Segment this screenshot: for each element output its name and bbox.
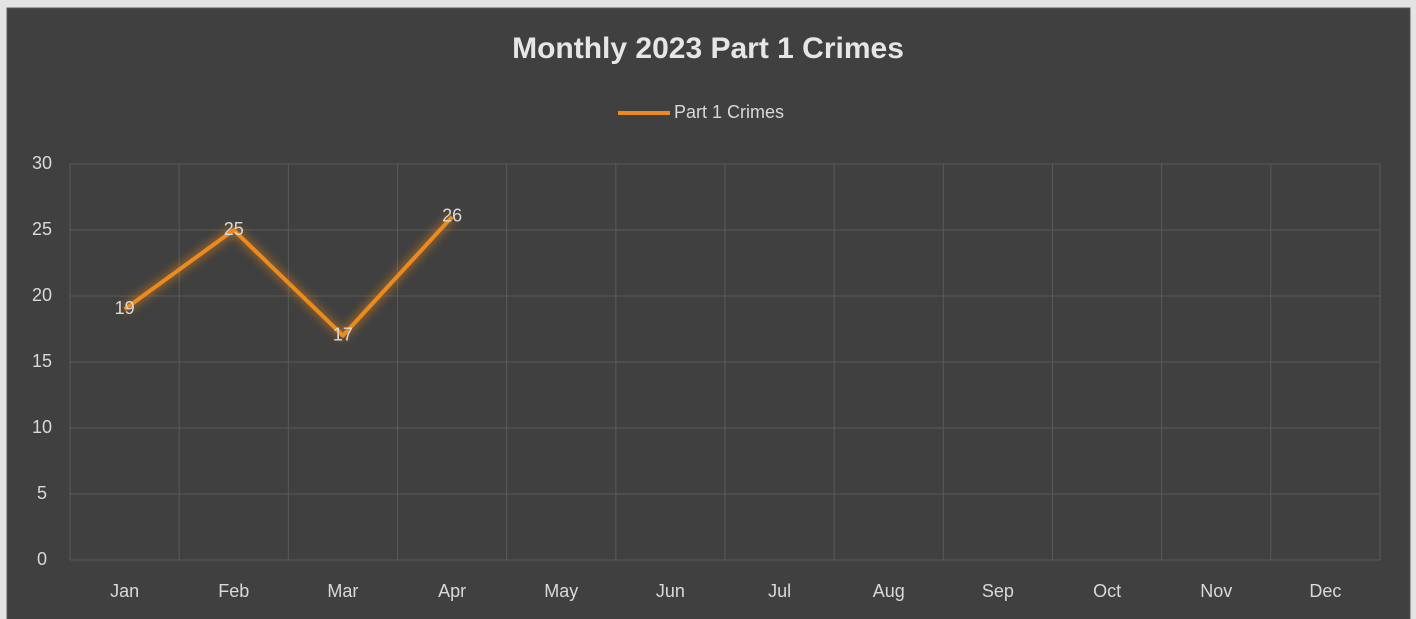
y-tick-label: 30 <box>32 153 52 173</box>
x-tick-label: Oct <box>1093 581 1121 601</box>
x-tick-label: Sep <box>982 581 1014 601</box>
legend-label: Part 1 Crimes <box>674 102 784 122</box>
chart-title: Monthly 2023 Part 1 Crimes <box>512 32 904 65</box>
x-tick-label: Jan <box>110 581 139 601</box>
y-tick-label: 0 <box>37 549 47 569</box>
x-tick-label: May <box>544 581 578 601</box>
x-tick-label: Jul <box>768 581 791 601</box>
x-tick-label: Mar <box>327 581 358 601</box>
x-tick-label: Jun <box>656 581 685 601</box>
y-tick-label: 10 <box>32 417 52 437</box>
data-label: 17 <box>333 324 353 344</box>
data-line <box>123 215 454 338</box>
y-tick-label: 25 <box>32 219 52 239</box>
x-tick-label: Feb <box>218 581 249 601</box>
y-tick-label: 5 <box>37 483 47 503</box>
x-tick-label: Aug <box>873 581 905 601</box>
data-label: 25 <box>224 219 244 239</box>
data-label: 19 <box>115 298 135 318</box>
x-tick-label: Apr <box>438 581 466 601</box>
chart-background <box>6 7 1411 619</box>
x-tick-label: Dec <box>1309 581 1341 601</box>
data-label: 26 <box>442 206 462 226</box>
y-tick-label: 20 <box>32 285 52 305</box>
x-tick-label: Nov <box>1200 581 1232 601</box>
y-tick-label: 15 <box>32 351 52 371</box>
